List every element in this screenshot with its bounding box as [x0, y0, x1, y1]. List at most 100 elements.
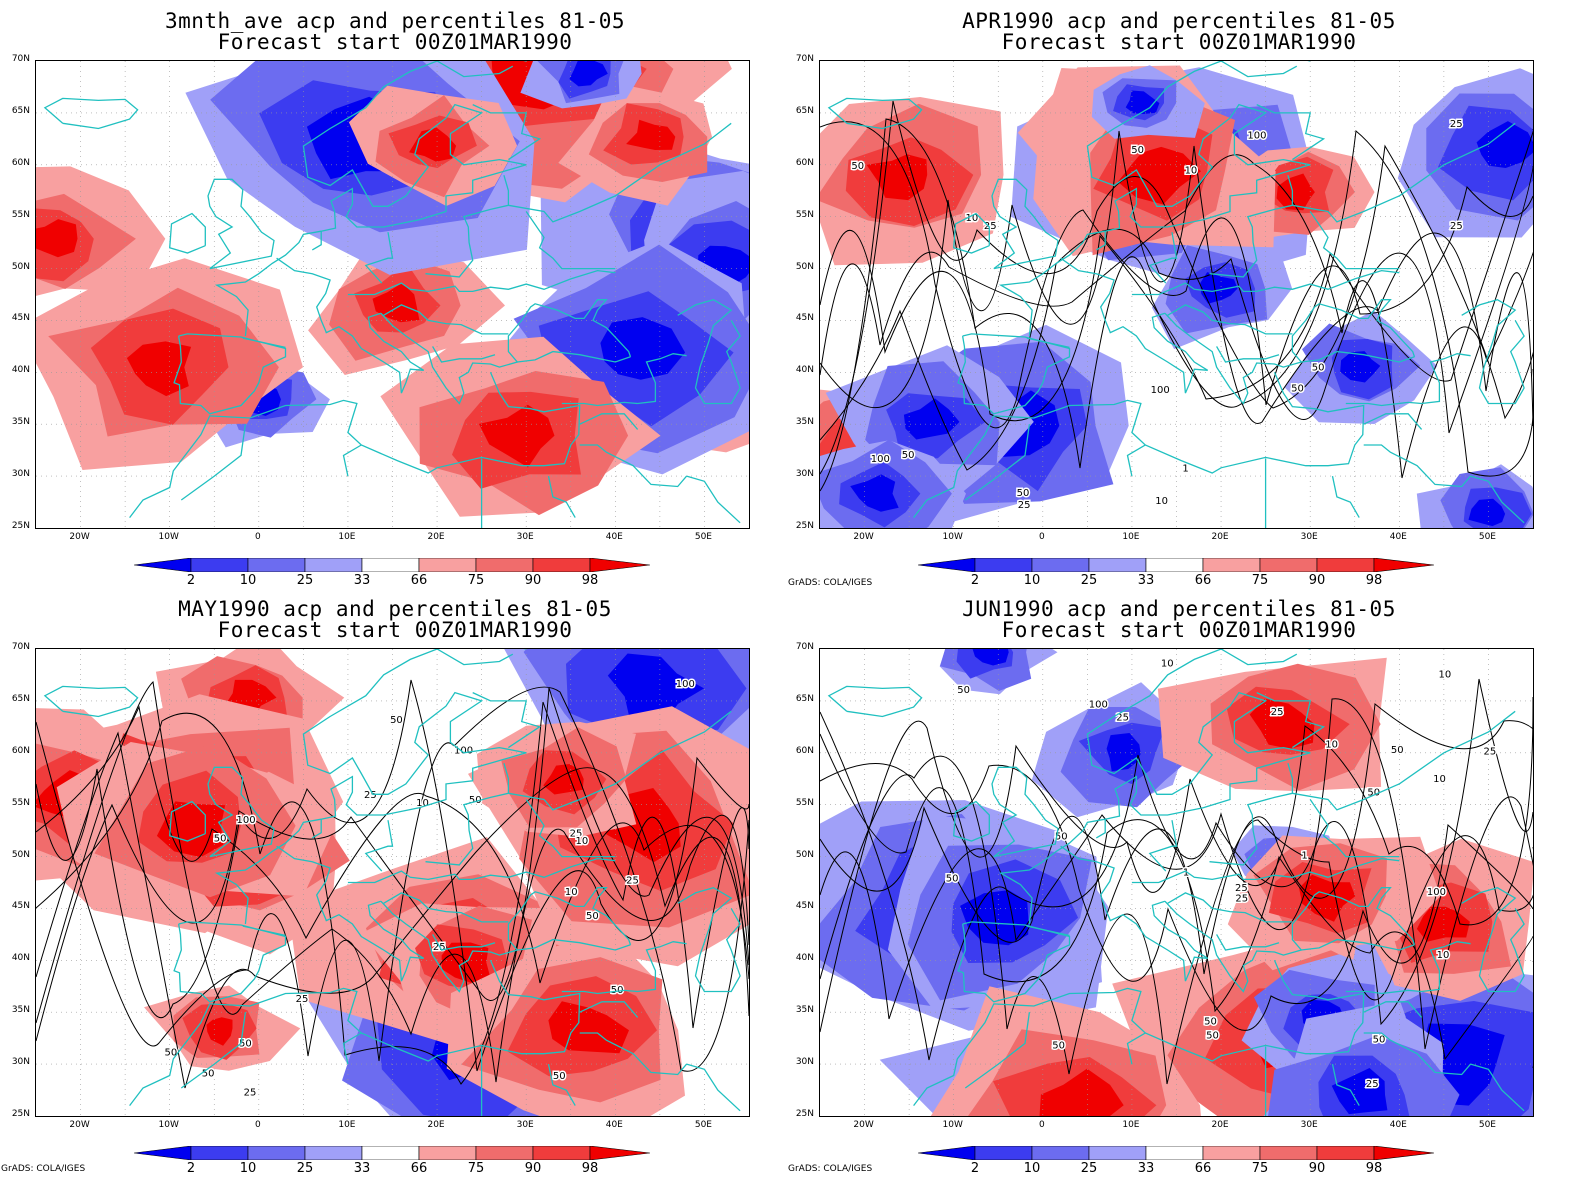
colorbar-segment	[1145, 557, 1204, 573]
colorbar-label: 10	[1023, 1161, 1041, 1176]
panel-title: 3mnth_ave acp and percentiles 81-05	[164, 9, 625, 33]
contour-label: 1	[1301, 850, 1307, 861]
panel-subtitle: Forecast start 00Z01MAR1990	[217, 618, 573, 642]
panel-jun1990: JUN1990 acp and percentiles 81-05 Foreca…	[784, 588, 1574, 1188]
colorbar-segment	[1202, 1145, 1261, 1161]
colorbar-segment	[1088, 557, 1147, 573]
wet-anomaly-region	[1276, 173, 1315, 211]
contour-label: 50	[469, 795, 482, 806]
lon-tick-label: 20E	[1211, 1120, 1229, 1130]
lon-tick-label: 40E	[605, 532, 623, 542]
wet-anomaly-region	[36, 219, 78, 258]
colorbar	[133, 557, 651, 573]
colorbar-label: 33	[353, 573, 371, 588]
lat-tick-label: 35N	[795, 417, 814, 428]
colorbar	[133, 1145, 651, 1161]
lat-tick-label: 70N	[11, 54, 30, 64]
lat-tick-label: 45N	[11, 313, 30, 324]
dry-anomaly-region	[1468, 498, 1506, 527]
contour-label: 25	[296, 994, 309, 1005]
lon-tick-label: 20W	[853, 1120, 874, 1130]
contour-label: 25	[1366, 1079, 1379, 1090]
lon-tick-label: 20W	[69, 1120, 90, 1130]
contour-label: 25	[1271, 707, 1284, 718]
lon-tick-label: 10W	[942, 532, 963, 542]
contour-label: 100	[454, 745, 473, 756]
contour-label: 50	[1291, 384, 1304, 395]
lon-tick-label: 0	[254, 1120, 261, 1130]
lat-tick-label: 65N	[11, 105, 30, 116]
colorbar-segment	[1031, 1145, 1090, 1161]
colorbar-label: 66	[410, 1161, 428, 1176]
contour-label: 100	[676, 679, 695, 690]
colorbar-label: 33	[1137, 1161, 1155, 1176]
colorbar-segment	[917, 1145, 976, 1161]
colorbar-segment	[589, 1145, 651, 1161]
contour-label: 50	[946, 873, 959, 884]
lat-tick-label: 40N	[795, 365, 814, 376]
lon-tick-label: 30E	[1300, 532, 1318, 542]
colorbar-segment	[1259, 1145, 1318, 1161]
contour-label: 10	[966, 213, 979, 224]
footer-credit: GrADS: COLA/IGES	[788, 578, 873, 588]
lat-tick-label: 30N	[795, 1057, 814, 1068]
colorbar-segment	[304, 557, 363, 573]
dry-anomaly-region	[1125, 90, 1160, 114]
footer-credit: GrADS: COLA/IGES	[1, 1164, 86, 1174]
contour-label: 10	[1433, 774, 1446, 785]
wet-anomaly-region	[1299, 874, 1356, 922]
colorbar-segment	[1031, 557, 1090, 573]
panel-title: MAY1990 acp and percentiles 81-05	[178, 597, 612, 621]
dry-anomaly-region	[903, 398, 960, 440]
lon-tick-label: 20W	[853, 532, 874, 542]
colorbar-segment	[532, 1145, 591, 1161]
lon-tick-label: 30E	[1300, 1120, 1318, 1130]
wet-anomaly-region	[1039, 1068, 1124, 1116]
contour-label: 100	[1089, 700, 1108, 711]
colorbar-label: 2	[186, 1161, 196, 1176]
lat-tick-label: 30N	[11, 1057, 30, 1068]
lat-tick-label: 50N	[795, 849, 814, 860]
colorbar-label: 98	[1365, 1161, 1383, 1176]
colorbar-label: 66	[1194, 1161, 1212, 1176]
lat-tick-label: 40N	[11, 953, 30, 964]
contour-label: 1	[1182, 463, 1188, 474]
panel-3month: 3mnth_ave acp and percentiles 81-05 Fore…	[0, 0, 790, 590]
lon-tick-label: 0	[254, 532, 261, 542]
lat-tick-label: 70N	[795, 54, 814, 64]
lat-tick-label: 50N	[11, 261, 30, 272]
lat-tick-label: 65N	[11, 693, 30, 704]
contour-label: 50	[202, 1068, 215, 1079]
wet-anomaly-region	[1117, 146, 1201, 205]
colorbar-segment	[917, 557, 976, 573]
colorbar-label: 25	[296, 1161, 314, 1176]
contour-label: 1	[1183, 867, 1189, 878]
coastlines	[43, 61, 741, 528]
colorbar-segment	[974, 557, 1033, 573]
colorbar-segment	[1316, 557, 1375, 573]
lon-tick-label: 20E	[427, 532, 445, 542]
lon-tick-label: 10E	[1122, 532, 1140, 542]
colorbar-label: 33	[353, 1161, 371, 1176]
lat-tick-label: 60N	[795, 745, 814, 756]
colorbar-label: 10	[1023, 573, 1041, 588]
lat-tick-label: 25N	[795, 521, 814, 531]
contour-label: 50	[1131, 145, 1144, 156]
lon-tick-label: 20E	[1211, 532, 1229, 542]
panel-may1990: MAY1990 acp and percentiles 81-05 Foreca…	[0, 588, 790, 1188]
wet-anomaly-region	[372, 283, 420, 323]
contour-label: 50	[586, 911, 599, 922]
lon-tick-label: 40E	[1389, 532, 1407, 542]
colorbar-segment	[1316, 1145, 1375, 1161]
lon-tick-label: 10E	[1122, 1120, 1140, 1130]
colorbar-label: 75	[1251, 573, 1269, 588]
lat-tick-label: 30N	[795, 469, 814, 480]
wet-anomaly-region	[1416, 906, 1470, 942]
panel-apr1990: APR1990 acp and percentiles 81-05 Foreca…	[784, 0, 1574, 590]
contour-label: 50	[851, 161, 864, 172]
colorbar-label: 90	[1308, 1161, 1326, 1176]
colorbar-label: 90	[1308, 573, 1326, 588]
dry-anomaly-region	[972, 649, 1009, 666]
lat-tick-label: 60N	[795, 157, 814, 168]
dry-anomaly-region	[850, 474, 899, 512]
